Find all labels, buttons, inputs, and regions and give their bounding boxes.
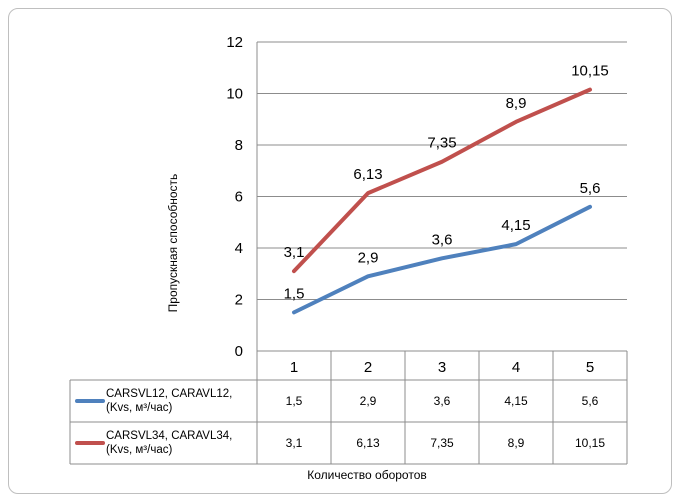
y-tick-label: 0: [235, 343, 243, 360]
legend-label: (Kvs, м³/час): [106, 402, 172, 414]
legend-label: CARSVL12, CARAVL12,: [106, 388, 232, 400]
y-tick-label: 6: [235, 189, 243, 206]
data-label: 3,1: [284, 244, 305, 261]
table-cell: 4,15: [504, 394, 528, 408]
x-tick-label: 2: [364, 359, 372, 376]
legend-label: CARSVL34, CARAVL34,: [106, 430, 232, 442]
series-line-1: [292, 204, 592, 315]
data-label: 2,9: [358, 249, 379, 266]
data-label: 10,15: [571, 63, 609, 80]
table-cell: 2,9: [360, 394, 377, 408]
series-lines: [292, 87, 592, 315]
y-tick-label: 2: [235, 292, 243, 309]
x-axis-title: Количество оборотов: [307, 468, 427, 482]
gridlines: [256, 41, 628, 357]
data-label: 8,9: [506, 95, 527, 112]
x-tick-label: 1: [290, 359, 298, 376]
chart-frame: [8, 8, 672, 494]
data-label: 4,15: [501, 217, 530, 234]
table-cell: 8,9: [508, 436, 525, 450]
data-label: 1,5: [284, 285, 305, 302]
table-cell: 6,13: [356, 436, 380, 450]
y-axis-title: Пропускная способность: [166, 174, 180, 313]
data-label: 3,6: [432, 231, 453, 248]
table-cell: 3,1: [286, 436, 303, 450]
table-cell: 10,15: [575, 436, 605, 450]
y-axis-ticks: 0 2 4 6 8 10 12: [226, 34, 243, 360]
data-label: 7,35: [427, 135, 456, 152]
table-cell: 3,6: [434, 394, 451, 408]
data-labels: 1,5 2,9 3,6 4,15 5,6 3,1 6,13 7,35 8,9 10,15: [284, 63, 609, 303]
x-tick-label: 4: [512, 359, 520, 376]
x-tick-label: 5: [586, 359, 594, 376]
y-tick-label: 4: [235, 240, 243, 257]
data-table: CARSVL12, CARAVL12, (Kvs, м³/час) 1,5 2,9 3,…: [69, 351, 628, 465]
y-tick-label: 10: [226, 86, 243, 103]
x-axis-ticks: 1 2 3 4 5: [290, 359, 594, 376]
data-label: 5,6: [580, 180, 601, 197]
table-cell: 1,5: [286, 394, 303, 408]
data-label: 6,13: [353, 166, 382, 183]
series-line-2: [292, 87, 592, 274]
y-tick-label: 12: [226, 34, 243, 51]
table-cell: 7,35: [430, 436, 454, 450]
table-cell: 5,6: [582, 394, 599, 408]
x-tick-label: 3: [438, 359, 446, 376]
y-tick-label: 8: [235, 137, 243, 154]
legend-label: (Kvs, м³/час): [106, 444, 172, 456]
